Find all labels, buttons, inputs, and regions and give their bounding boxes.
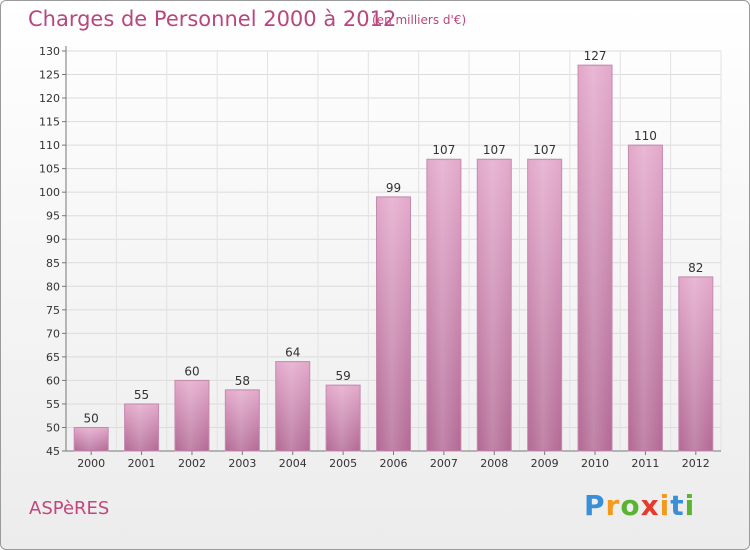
chart-title: Charges de Personnel 2000 à 2012 (28, 7, 397, 31)
axis-layer: 45 50 55 60 65 70 75 80 85 90 95 100 105 110 115 120 125… (39, 45, 721, 470)
y-tick-label: 120 (39, 92, 60, 105)
bar-shine (528, 160, 561, 450)
bar-shine (629, 146, 662, 450)
y-tick-label: 110 (39, 139, 60, 152)
y-tick-label: 65 (46, 351, 60, 364)
x-tick-label: 2002 (178, 457, 206, 470)
x-tick-label: 2012 (682, 457, 710, 470)
bar-shine (226, 390, 259, 450)
data-label: 107 (432, 143, 455, 157)
bar-layer (73, 64, 714, 452)
y-tick-label: 90 (46, 233, 60, 246)
x-tick-label: 2006 (380, 457, 408, 470)
bar-shine (75, 428, 108, 450)
bar-shine (478, 160, 511, 450)
proxiti-logo[interactable]: Proxiti (584, 489, 695, 522)
logo-letter: o (620, 489, 641, 522)
logo-letter: x (640, 489, 660, 522)
data-label: 55 (134, 388, 149, 402)
bar-shine (125, 404, 158, 450)
y-tick-label: 130 (39, 45, 60, 58)
y-tick-label: 50 (46, 421, 60, 434)
y-tick-label: 60 (46, 374, 60, 387)
data-label: 82 (688, 261, 703, 275)
bar-shine (377, 197, 410, 450)
x-tick-label: 2010 (581, 457, 609, 470)
logo-letter: P (584, 489, 606, 522)
y-tick-label: 75 (46, 304, 60, 317)
chart-subtitle: (en milliers d'€) (372, 13, 467, 27)
y-tick-label: 70 (46, 327, 60, 340)
x-tick-label: 2000 (77, 457, 105, 470)
x-tick-label: 2001 (128, 457, 156, 470)
logo-letter: i (659, 489, 671, 522)
data-label: 64 (285, 346, 300, 360)
label-layer: 50 55 60 58 64 59 99 107 107 107 127 110 82 (84, 49, 704, 425)
logo-letter: t (670, 489, 685, 522)
x-tick-label: 2007 (430, 457, 458, 470)
data-label: 60 (184, 364, 199, 378)
bar-shine (327, 386, 360, 450)
y-tick-label: 80 (46, 280, 60, 293)
x-tick-label: 2009 (531, 457, 559, 470)
y-tick-label: 85 (46, 257, 60, 270)
bar-shine (276, 362, 309, 450)
x-tick-label: 2005 (329, 457, 357, 470)
logo-letter: r (605, 489, 621, 522)
y-tick-label: 125 (39, 69, 60, 82)
y-tick-label: 105 (39, 163, 60, 176)
y-tick-label: 100 (39, 186, 60, 199)
data-label: 107 (533, 143, 556, 157)
x-tick-label: 2004 (279, 457, 307, 470)
logo-letter: i (684, 489, 696, 522)
commune-name: ASPèRES (29, 498, 110, 519)
data-label: 99 (386, 181, 401, 195)
data-label: 58 (235, 374, 250, 388)
y-tick-label: 115 (39, 116, 60, 129)
data-label: 50 (84, 411, 99, 425)
bar-shine (427, 160, 460, 450)
y-tick-label: 55 (46, 398, 60, 411)
data-label: 59 (335, 369, 350, 383)
data-label: 107 (483, 143, 506, 157)
x-tick-label: 2003 (228, 457, 256, 470)
data-label: 110 (634, 129, 657, 143)
data-label: 127 (584, 49, 607, 63)
y-tick-label: 95 (46, 210, 60, 223)
bar-shine (175, 381, 208, 450)
y-tick-label: 45 (46, 445, 60, 458)
x-tick-label: 2011 (631, 457, 659, 470)
x-tick-label: 2008 (480, 457, 508, 470)
bar-shine (679, 277, 712, 450)
bar-shine (579, 66, 612, 450)
